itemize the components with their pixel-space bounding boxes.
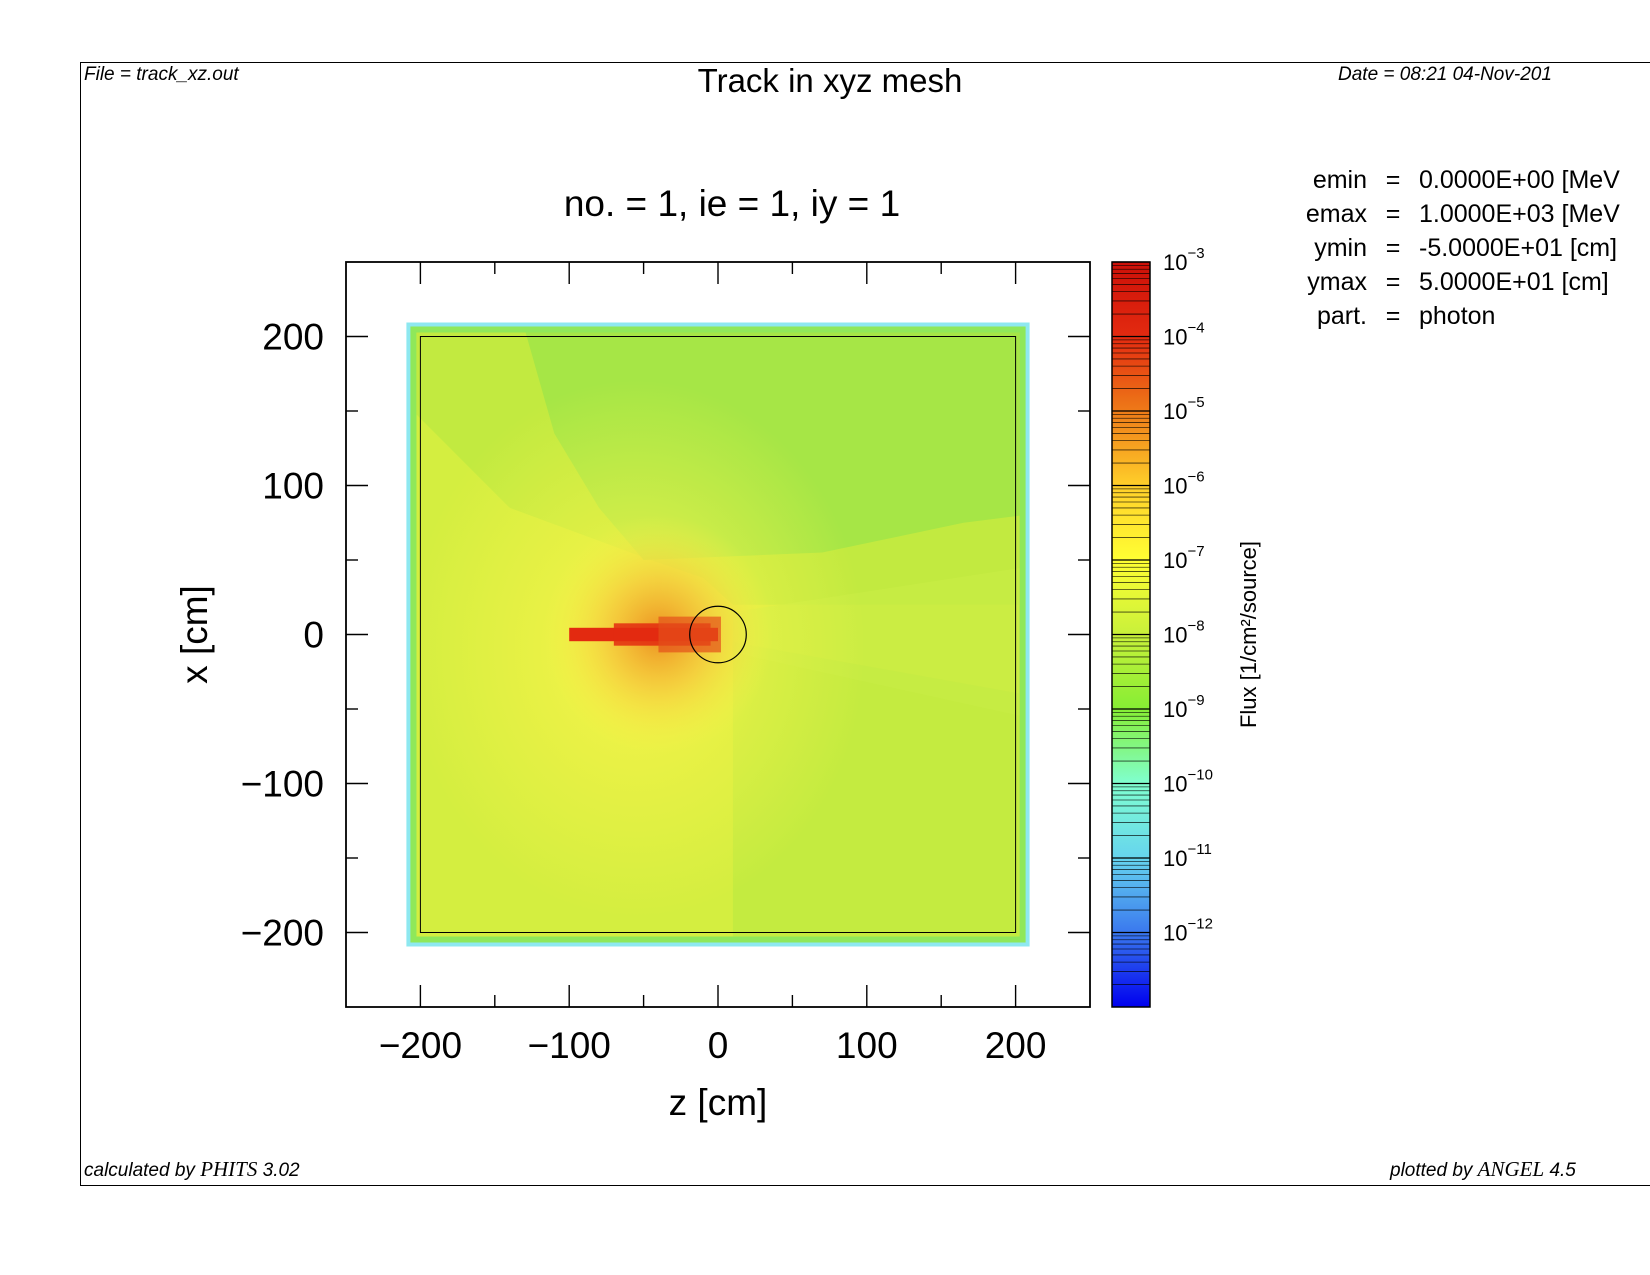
param-value: 5.0000E+01 [cm] — [1419, 268, 1609, 296]
colorbar-tick-label: 10−7 — [1163, 543, 1205, 573]
x-tick-label: −100 — [528, 1025, 611, 1066]
colorbar-tick-label: 10−10 — [1163, 767, 1213, 797]
colorbar-tick-label: 10−12 — [1163, 916, 1213, 946]
param-row: ymax = 5.0000E+01 [cm] — [1262, 265, 1620, 299]
y-tick-label: 200 — [262, 317, 324, 358]
colorbar-tick-label: 10−6 — [1163, 469, 1205, 499]
param-value: -5.0000E+01 [cm] — [1419, 234, 1618, 262]
param-name: emax — [1305, 200, 1367, 228]
x-axis-label: z [cm] — [669, 1082, 768, 1123]
plotted-by: plotted by ANGEL 4.5 — [1390, 1157, 1576, 1182]
calc-version: 3.02 — [257, 1160, 300, 1181]
calculated-by: calculated by PHITS 3.02 — [84, 1157, 300, 1182]
param-row: emax = 1.0000E+03 [MeV — [1262, 197, 1620, 231]
colorbar-tick-label: 10−5 — [1163, 394, 1205, 424]
plot-prefix: plotted by — [1390, 1160, 1478, 1181]
colorbar-tick-label: 10−11 — [1163, 841, 1212, 871]
colorbar-tick-label: 10−4 — [1163, 320, 1205, 350]
param-name: emin — [1312, 166, 1367, 194]
param-value: 1.0000E+03 [MeV — [1419, 200, 1620, 228]
param-row: ymin = -5.0000E+01 [cm] — [1262, 231, 1620, 265]
param-row: emin = 0.0000E+00 [MeV — [1262, 163, 1620, 197]
x-tick-label: 200 — [985, 1025, 1047, 1066]
y-tick-label: −200 — [241, 913, 324, 954]
y-axis-label: x [cm] — [174, 585, 215, 684]
param-eq: = — [1385, 200, 1401, 228]
angel-logo: ANGEL — [1477, 1157, 1545, 1181]
param-eq: = — [1385, 234, 1401, 262]
flux-field — [416, 332, 1020, 937]
date-label: Date = 08:21 04-Nov-201 — [1338, 64, 1552, 85]
colorbar-label: Flux [1/cm²/source] — [1236, 541, 1261, 728]
phits-logo: PHITS — [200, 1157, 258, 1181]
param-name: ymax — [1307, 268, 1367, 296]
param-eq: = — [1385, 302, 1401, 330]
colorbar-tick-label: 10−3 — [1163, 245, 1205, 275]
parameter-list: emin = 0.0000E+00 [MeV emax = 1.0000E+03 [MeV… — [1262, 163, 1620, 333]
file-label: File = track_xz.out — [84, 64, 239, 85]
target-circle — [689, 605, 747, 664]
colorbar-tick-label: 10−9 — [1163, 692, 1205, 722]
param-value: 0.0000E+00 [MeV — [1419, 166, 1620, 194]
x-tick-label: 0 — [708, 1025, 729, 1066]
param-eq: = — [1385, 268, 1401, 296]
x-tick-label: −200 — [379, 1025, 462, 1066]
y-tick-label: −100 — [241, 764, 324, 805]
param-eq: = — [1385, 166, 1401, 194]
x-tick-label: 100 — [836, 1025, 898, 1066]
param-value: photon — [1419, 302, 1496, 330]
mesh-boundary — [419, 336, 1017, 933]
param-row: part. = photon — [1262, 299, 1620, 333]
chart-subtitle: no. = 1, ie = 1, iy = 1 — [564, 183, 900, 224]
y-tick-label: 0 — [303, 615, 324, 656]
colorbar-tick-label: 10−8 — [1163, 618, 1205, 648]
plot-frame — [80, 62, 1650, 1186]
y-tick-label: 100 — [262, 466, 324, 507]
calc-prefix: calculated by — [84, 1160, 201, 1181]
param-name: ymin — [1314, 234, 1367, 262]
plot-version: 4.5 — [1544, 1160, 1576, 1181]
param-name: part. — [1316, 302, 1367, 330]
page-title: Track in xyz mesh — [697, 62, 963, 99]
